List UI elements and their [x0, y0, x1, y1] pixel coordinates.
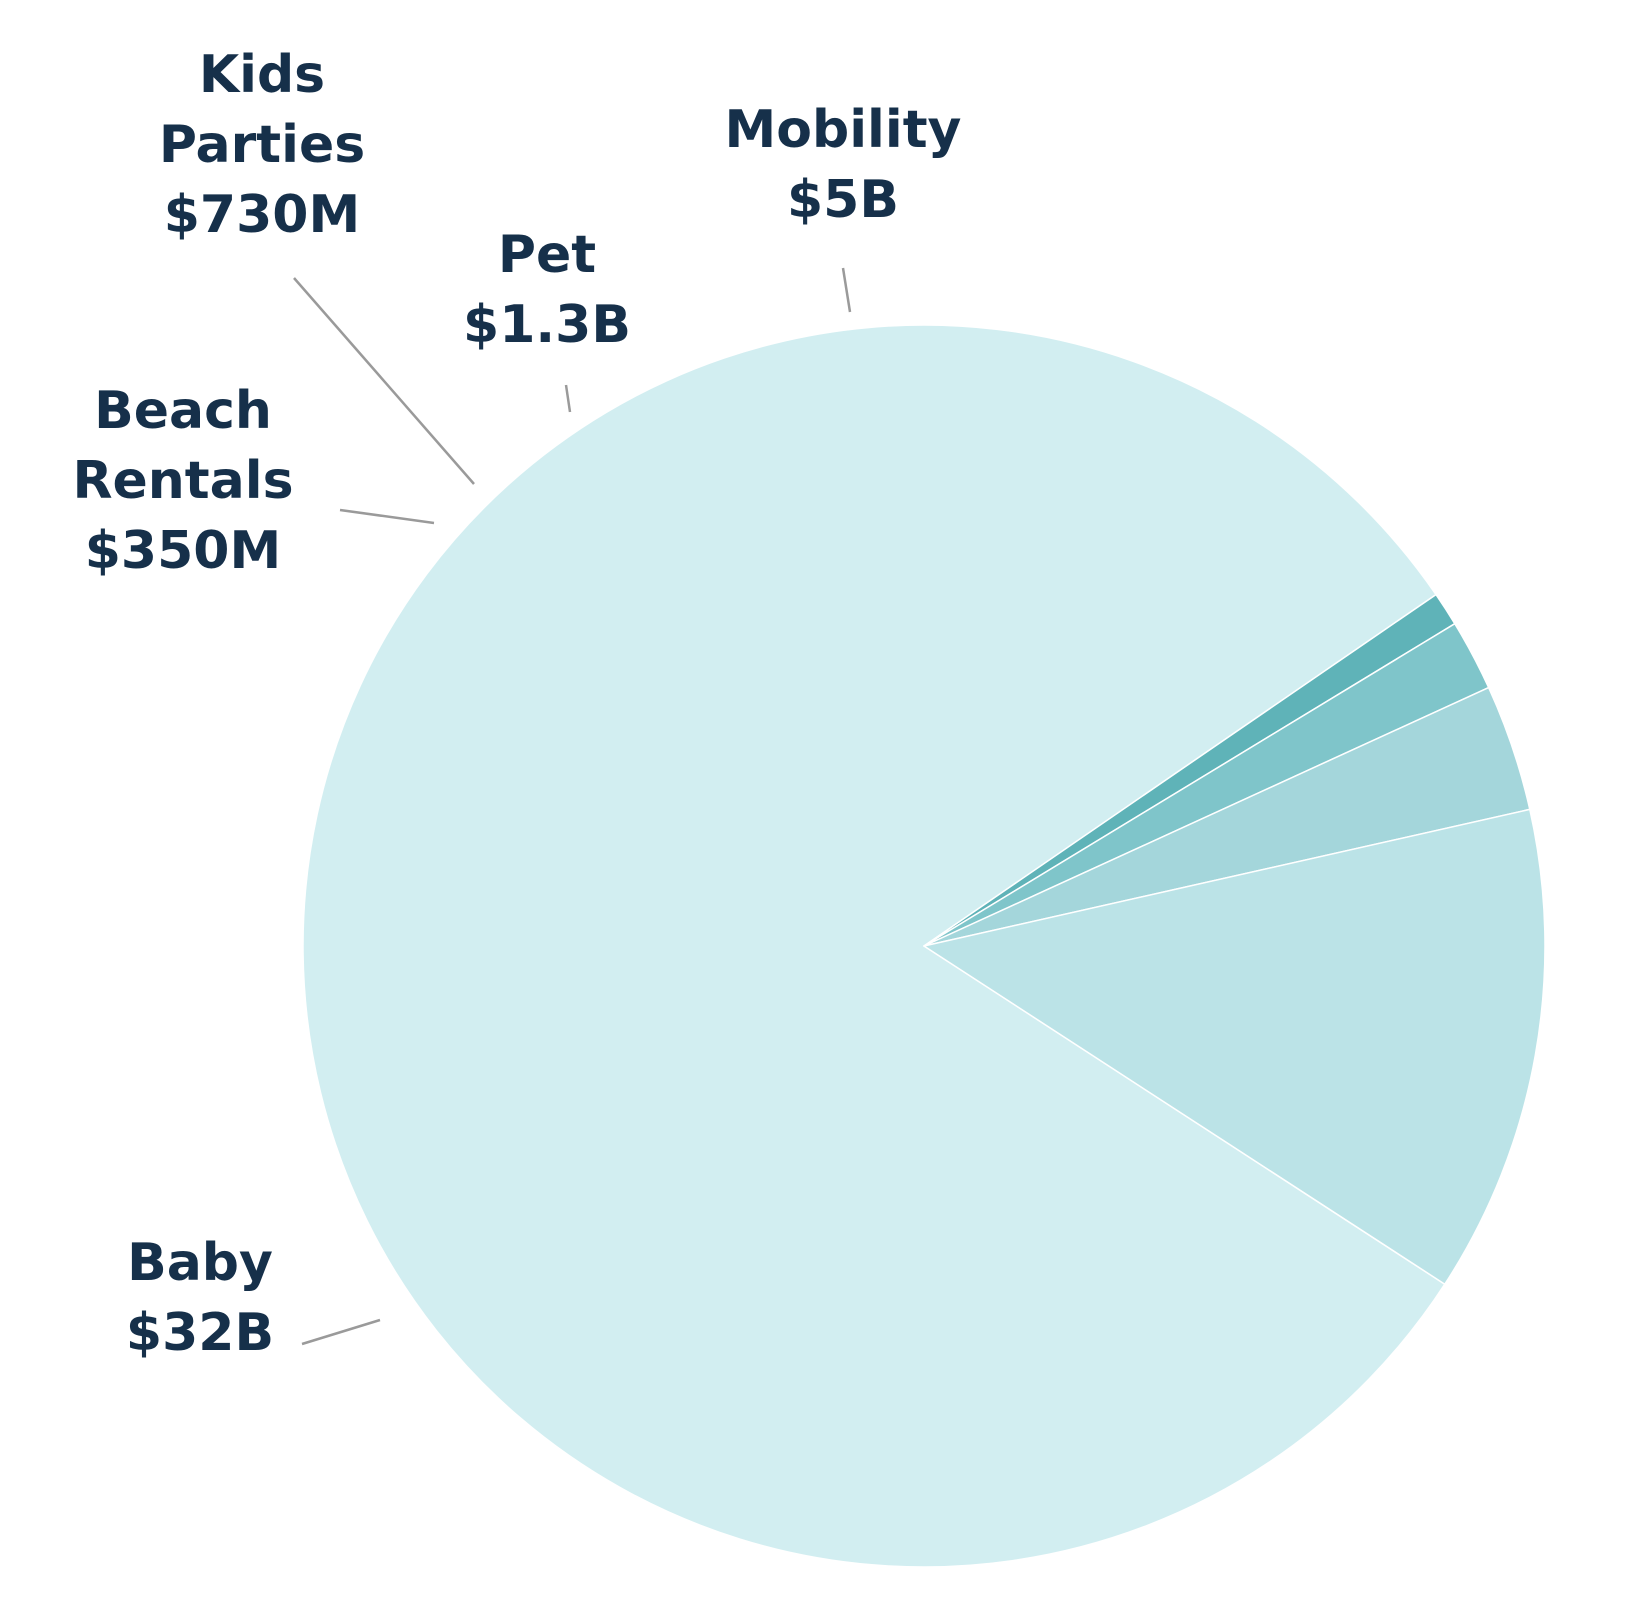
slice-label-line: $32B	[126, 1303, 274, 1363]
leader-line-beach-rentals	[339, 508, 435, 525]
slice-label-pet: Pet $1.3B	[463, 225, 631, 355]
slice-label-line: $350M	[85, 521, 281, 581]
slice-label-line: Kids	[199, 45, 325, 105]
slice-label-kids-parties: Kids Parties $730M	[159, 45, 365, 245]
slice-label-beach-rentals: Beach Rentals $350M	[72, 381, 293, 581]
slice-label-baby: Baby $32B	[126, 1233, 274, 1363]
slice-labels: Baby $32B Beach Rentals $350M Kids Parties $730…	[72, 45, 961, 1363]
slice-label-line: $5B	[787, 170, 899, 230]
leader-lines	[293, 267, 852, 1346]
slice-label-line: Baby	[127, 1233, 273, 1293]
slice-label-line: Pet	[498, 225, 596, 285]
leader-line-baby	[301, 1318, 381, 1346]
pie-slice-mobility	[923, 808, 1546, 1285]
pie-slice-baby	[302, 324, 1446, 1568]
slice-label-line: Mobility	[725, 100, 962, 160]
leader-line-mobility	[841, 267, 852, 313]
slice-label-line: Parties	[159, 115, 365, 175]
leader-line-kids-parties	[293, 277, 475, 485]
slice-label-line: Rentals	[72, 451, 293, 511]
slice-label-line: $730M	[164, 185, 360, 245]
leader-line-pet	[564, 384, 572, 413]
slice-label-mobility: Mobility $5B	[725, 100, 962, 230]
slice-label-line: Beach	[94, 381, 272, 441]
pie-slices	[302, 324, 1546, 1568]
slice-label-line: $1.3B	[463, 295, 631, 355]
